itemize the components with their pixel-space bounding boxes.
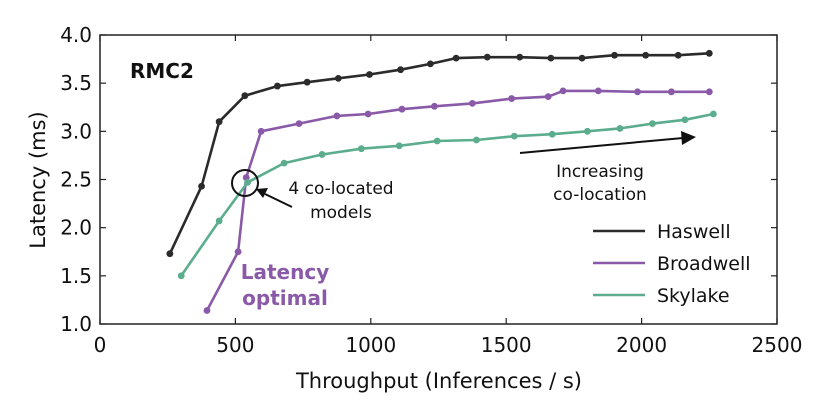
- haswell-data-point: [241, 92, 249, 100]
- broadwell-data-point: [508, 95, 516, 102]
- haswell-data-point: [452, 54, 460, 62]
- haswell-data-point: [578, 54, 586, 62]
- co-located-highlight-circle: [231, 169, 259, 197]
- legend-haswell-label: Haswell: [657, 221, 731, 243]
- skylake-data-point: [215, 217, 223, 225]
- co-located-label-line1: 4 co-located: [288, 179, 393, 199]
- skylake-data-point: [681, 116, 689, 124]
- broadwell-data-point: [295, 120, 303, 128]
- haswell-data-point: [273, 82, 281, 90]
- haswell-data-point: [198, 182, 205, 190]
- increasing-arrow-head: [681, 131, 696, 145]
- y-axis-ticks: 1.0 1.5 2.0 2.5 3.0 3.5 4.0: [60, 23, 777, 336]
- skylake-data-point: [395, 142, 403, 150]
- broadwell-data-point: [431, 102, 438, 110]
- x-tick-label: 2500: [752, 333, 803, 357]
- broadwell-data-point: [203, 307, 211, 314]
- skylake-data-point: [177, 272, 185, 280]
- broadwell-data-point: [234, 248, 242, 256]
- y-tick-label: 4.0: [60, 23, 92, 47]
- haswell-data-point: [397, 66, 404, 74]
- skylake-data-point: [280, 159, 288, 167]
- broadwell-data-point: [333, 112, 341, 120]
- skylake-data-point: [244, 178, 251, 186]
- haswell-data-point: [303, 78, 311, 86]
- broadwell-data-point: [257, 127, 265, 135]
- y-tick-label: 3.0: [60, 119, 92, 143]
- skylake-data-point: [433, 137, 441, 145]
- x-tick-label: 2000: [616, 333, 667, 357]
- haswell-data-point: [642, 51, 650, 59]
- series-points: [166, 49, 717, 314]
- skylake-data-point: [510, 132, 518, 140]
- x-tick-label: 1500: [481, 333, 532, 357]
- x-tick-label: 0: [94, 333, 107, 357]
- broadwell-data-point: [559, 87, 567, 95]
- co-located-label-line2: models: [310, 203, 372, 223]
- haswell-data-point: [516, 53, 524, 61]
- haswell-data-point: [547, 54, 555, 62]
- co-located-arrow-head: [256, 188, 268, 198]
- y-tick-label: 2.5: [60, 168, 92, 192]
- y-tick-label: 1.5: [60, 264, 92, 288]
- skylake-data-point: [709, 110, 717, 118]
- y-tick-label: 3.5: [60, 71, 92, 95]
- y-tick-label: 1.0: [60, 312, 92, 336]
- skylake-series-line: [180, 112, 714, 277]
- co-located-arrow-shaft: [264, 193, 293, 208]
- haswell-series-line: [168, 52, 710, 255]
- haswell-data-point: [483, 53, 491, 61]
- skylake-data-point: [473, 136, 480, 144]
- skylake-data-point: [548, 130, 556, 138]
- skylake-data-point: [649, 120, 656, 128]
- haswell-data-point: [674, 51, 682, 59]
- broadwell-data-point: [398, 105, 406, 113]
- skylake-data-point: [318, 151, 326, 158]
- chart-title: RMC2: [130, 59, 194, 83]
- haswell-data-point: [426, 60, 434, 68]
- increasing-label-line1: Increasing: [556, 162, 644, 182]
- legend-broadwell-label: Broadwell: [657, 253, 751, 275]
- haswell-data-point: [611, 51, 618, 59]
- plot-frame: [99, 34, 778, 325]
- broadwell-data-point: [634, 88, 641, 96]
- skylake-data-point: [584, 127, 591, 135]
- broadwell-data-point: [364, 110, 372, 118]
- skylake-data-point: [357, 145, 365, 153]
- broadwell-data-point: [705, 88, 713, 96]
- y-tick-label: 2.0: [60, 216, 92, 240]
- haswell-data-point: [366, 71, 373, 78]
- increasing-arrow-shaft: [519, 137, 684, 154]
- x-axis-label: Throughput (Inferences / s): [295, 369, 582, 393]
- latency-optimal-label-line2: optimal: [242, 286, 328, 310]
- haswell-data-point: [705, 49, 713, 57]
- latency-optimal-label-line1: Latency: [241, 260, 330, 284]
- broadwell-data-point: [594, 87, 602, 95]
- y-axis-label: Latency (ms): [26, 111, 50, 248]
- legend: Haswell Broadwell Skylake: [593, 221, 751, 307]
- legend-skylake-label: Skylake: [657, 285, 730, 307]
- haswell-data-point: [334, 74, 342, 82]
- haswell-data-point: [166, 250, 174, 258]
- skylake-data-point: [616, 125, 624, 132]
- broadwell-data-point: [468, 99, 476, 107]
- x-tick-label: 1000: [345, 333, 396, 357]
- broadwell-data-point: [667, 88, 675, 96]
- x-tick-label: 500: [216, 333, 254, 357]
- increasing-label-line2: co-location: [553, 185, 647, 205]
- x-axis-ticks: 0 500 1000 1500 2000 2500: [94, 35, 803, 357]
- broadwell-data-point: [544, 93, 552, 101]
- haswell-data-point: [215, 118, 223, 126]
